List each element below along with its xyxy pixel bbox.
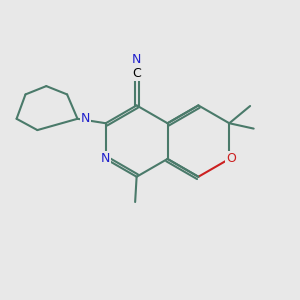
Text: C: C: [132, 67, 141, 80]
Text: N: N: [81, 112, 90, 125]
Text: O: O: [226, 152, 236, 165]
Text: N: N: [132, 53, 141, 66]
Text: N: N: [100, 152, 110, 165]
